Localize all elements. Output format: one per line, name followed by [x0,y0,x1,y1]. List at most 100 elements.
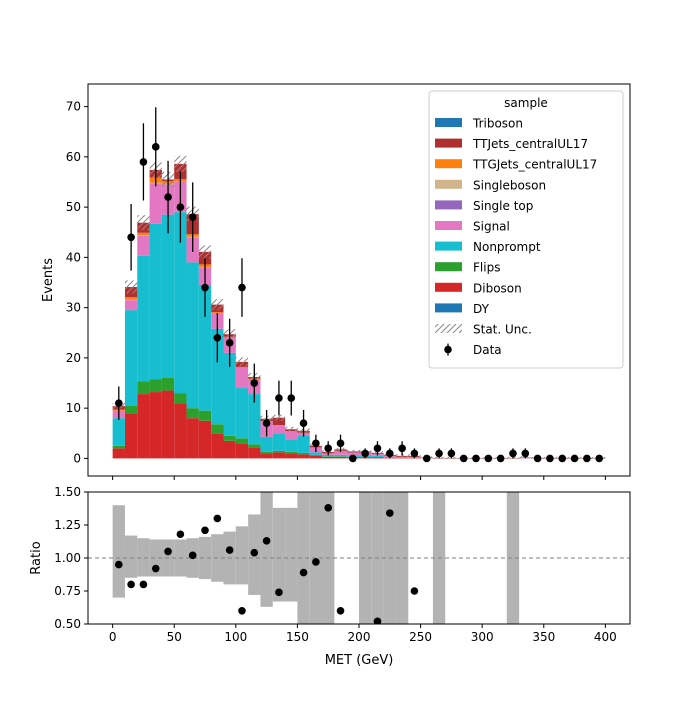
data-point [472,454,480,463]
ratio-point [275,588,283,597]
bar-signal [137,235,150,256]
bar-flips [235,438,249,444]
bar-signal [124,300,138,311]
bar-nonprompt [248,394,261,445]
bar-nonprompt [235,388,249,439]
bar-diboson [235,443,249,459]
bar-nonprompt [285,439,298,452]
ratio-point [127,580,135,589]
bar-signal [334,450,347,455]
legend-swatch [435,303,462,313]
bar-nonprompt [124,310,138,406]
bar-nonprompt [334,454,347,457]
bar-diboson [309,455,323,459]
bar-diboson [272,452,286,459]
ratio-point [114,560,123,569]
data-point [324,444,333,453]
ratio-point [410,587,419,595]
bar-flips [198,410,212,421]
data-point [435,449,443,458]
legend-item-dy: DY [435,302,490,316]
legend-label: Data [473,343,502,357]
ratio-band-bin [297,492,310,624]
bar-flips [285,451,298,454]
ratio-point [213,514,222,523]
data-point [373,444,382,453]
data-point [139,158,148,166]
ratio-point [262,537,271,545]
data-point [447,449,456,458]
legend-swatch [435,159,462,169]
data-point [583,454,591,463]
y-tick-label: 60 [66,150,81,164]
bar-flips [124,405,138,414]
stat-unc-box [395,454,409,458]
bar-flips [322,456,335,457]
ratio-band-bin [124,535,138,578]
data-point [484,454,493,463]
y-tick-label: 0 [73,451,81,465]
bar-diboson [322,456,335,459]
ratio-point [139,580,148,589]
data-point [127,233,135,242]
bar-flips [112,445,125,449]
ratio-point [299,568,308,577]
x-tick-label: 200 [348,630,371,644]
legend-item-flips: Flips [435,261,500,275]
x-tick-label: 150 [286,630,309,644]
ratio-y-tick-label: 1.25 [54,518,81,532]
x-tick-label: 100 [224,630,247,644]
bar-flips [297,452,310,455]
ratio-point [201,526,209,535]
main-panel-bars [112,163,606,459]
bar-diboson [137,394,150,459]
legend-item-single-top: Single top [435,199,533,213]
bar-diboson [186,418,199,459]
bar-singleboson [137,235,150,236]
bar-flips [161,378,175,391]
data-point [410,449,419,458]
legend-label: TTJets_centralUL17 [472,137,588,151]
bar-nonprompt [223,352,236,436]
bar-nonprompt [112,418,125,446]
bar-nonprompt [211,328,224,425]
stat-unc-box [272,414,286,421]
bar-nonprompt [297,435,310,453]
legend-item-triboson: Triboson [435,117,523,131]
legend-label: Diboson [473,281,522,295]
ratio-point [188,551,197,560]
y-tick-label: 50 [66,200,81,214]
data-point [533,454,542,463]
data-point [349,454,357,463]
bar-diboson [161,390,175,459]
data-point [546,454,554,463]
y-axis-label: Events [41,258,56,302]
legend-label: Single top [473,199,533,213]
bar-ttgjets-centralul17 [137,232,150,236]
data-point [422,454,431,463]
bar-flips [260,451,273,454]
x-axis-label: MET (GeV) [325,653,394,668]
stat-unc-box [346,449,359,453]
bar-nonprompt [137,255,150,382]
bar-diboson [223,440,236,459]
bar-nonprompt [260,436,273,452]
legend-swatch [435,118,462,127]
bar-diboson [211,433,224,459]
bar-ttgjets-centralul17 [211,312,224,314]
ratio-point [238,607,246,615]
bar-nonprompt [272,433,286,451]
ratio-points [114,504,419,624]
bar-diboson [371,457,384,459]
ratio-y-tick-label: 1.00 [54,551,81,565]
bar-diboson [297,454,310,459]
y-tick-label: 20 [66,351,81,365]
legend-label: Signal [473,220,510,234]
data-points [114,107,604,463]
bar-diboson [149,392,162,459]
bar-singleboson [124,299,138,301]
data-point [459,454,468,463]
data-point [176,203,185,211]
x-tick-label: 400 [594,630,617,644]
data-point [188,213,197,221]
